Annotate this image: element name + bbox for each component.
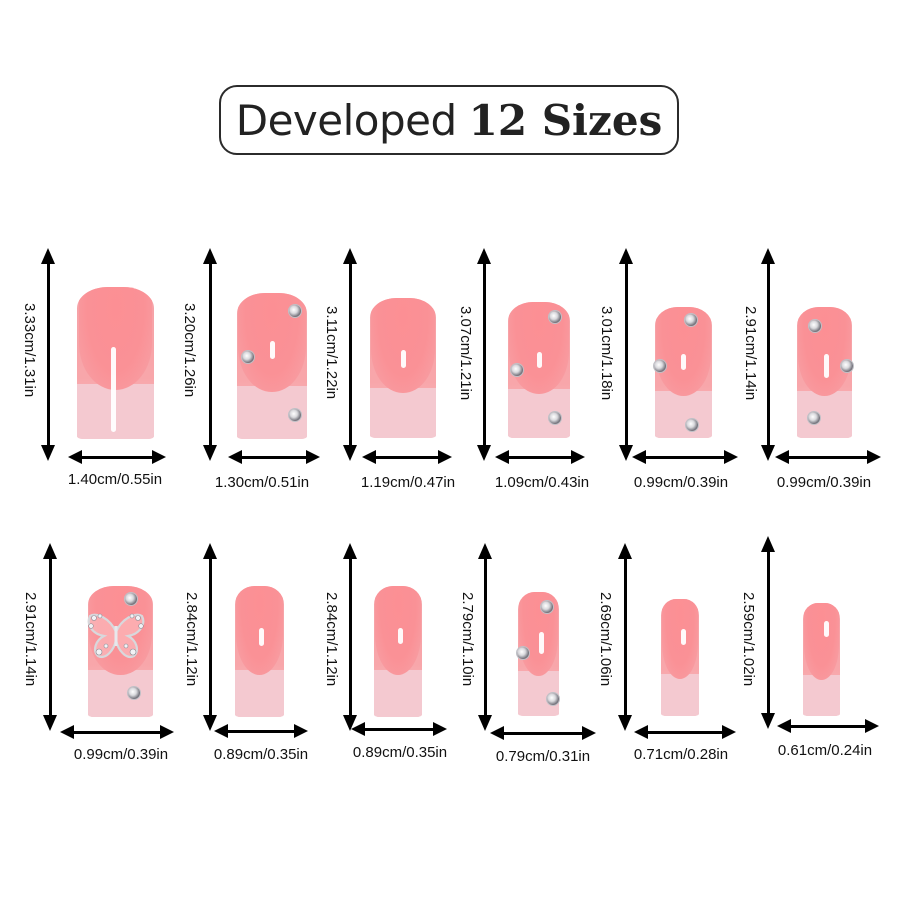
- length-arrow-icon: [203, 543, 217, 731]
- length-label: 2.91cm/1.14in: [742, 306, 759, 401]
- nail-image: [797, 307, 852, 438]
- length-label: 2.91cm/1.14in: [22, 592, 39, 687]
- width-arrow-icon: [351, 722, 447, 736]
- rhinestone-icon: [685, 314, 697, 326]
- width-arrow-icon: [214, 724, 308, 738]
- width-arrow-icon: [68, 450, 166, 464]
- length-label: 2.84cm/1.12in: [183, 592, 200, 687]
- length-label: 2.69cm/1.06in: [597, 592, 614, 687]
- length-label: 3.11cm/1.22in: [323, 306, 340, 400]
- width-label: 0.99cm/0.39in: [633, 474, 729, 491]
- title-emphasis: 12 Sizes: [468, 95, 663, 145]
- width-label: 1.19cm/0.47in: [360, 474, 456, 491]
- nail-image: [803, 603, 840, 716]
- rhinestone-icon: [289, 409, 301, 421]
- width-arrow-icon: [495, 450, 585, 464]
- nail-image: [370, 298, 436, 438]
- rhinestone-icon: [654, 360, 666, 372]
- width-label: 0.89cm/0.35in: [352, 744, 448, 761]
- width-arrow-icon: [490, 726, 596, 740]
- length-arrow-icon: [343, 543, 357, 731]
- length-arrow-icon: [761, 536, 775, 729]
- rhinestone-icon: [808, 412, 820, 424]
- width-arrow-icon: [634, 725, 736, 739]
- length-arrow-icon: [343, 248, 357, 461]
- length-label: 3.20cm/1.26in: [181, 303, 198, 398]
- width-arrow-icon: [60, 725, 174, 739]
- length-arrow-icon: [618, 543, 632, 731]
- length-label: 2.59cm/1.02in: [740, 592, 757, 687]
- rhinestone-icon: [549, 311, 561, 323]
- rhinestone-icon: [686, 419, 698, 431]
- width-arrow-icon: [632, 450, 738, 464]
- width-label: 0.79cm/0.31in: [495, 748, 591, 765]
- width-label: 0.99cm/0.39in: [73, 746, 169, 763]
- nail-image: [374, 586, 422, 717]
- length-label: 2.84cm/1.12in: [323, 592, 340, 687]
- length-arrow-icon: [761, 248, 775, 461]
- width-label: 1.30cm/0.51in: [214, 474, 310, 491]
- nail-image: [88, 586, 153, 717]
- length-label: 2.79cm/1.10in: [459, 592, 476, 687]
- width-arrow-icon: [228, 450, 320, 464]
- length-label: 3.33cm/1.31in: [21, 303, 38, 398]
- length-label: 3.07cm/1.21in: [457, 306, 474, 401]
- width-arrow-icon: [775, 450, 881, 464]
- nail-image: [77, 287, 154, 439]
- width-label: 1.40cm/0.55in: [67, 471, 163, 488]
- length-arrow-icon: [43, 543, 57, 731]
- title-banner: Developed 12 Sizes: [219, 85, 679, 155]
- rhinestone-icon: [128, 687, 140, 699]
- width-label: 0.61cm/0.24in: [777, 742, 873, 759]
- title-prefix: Developed: [235, 95, 457, 145]
- width-label: 1.09cm/0.43in: [494, 474, 590, 491]
- width-arrow-icon: [362, 450, 452, 464]
- rhinestone-icon: [517, 647, 529, 659]
- rhinestone-icon: [289, 305, 301, 317]
- rhinestone-icon: [541, 601, 553, 613]
- rhinestone-icon: [549, 412, 561, 424]
- rhinestone-icon: [242, 351, 254, 363]
- width-label: 0.89cm/0.35in: [213, 746, 309, 763]
- length-arrow-icon: [477, 248, 491, 461]
- width-label: 0.99cm/0.39in: [776, 474, 872, 491]
- butterfly-charm-icon: [87, 613, 145, 658]
- length-arrow-icon: [619, 248, 633, 461]
- rhinestone-icon: [547, 693, 559, 705]
- nail-image: [235, 586, 284, 717]
- length-arrow-icon: [478, 543, 492, 731]
- length-label: 3.01cm/1.18in: [598, 306, 615, 401]
- length-arrow-icon: [203, 248, 217, 461]
- rhinestone-icon: [809, 320, 821, 332]
- width-label: 0.71cm/0.28in: [633, 746, 729, 763]
- rhinestone-icon: [511, 364, 523, 376]
- length-arrow-icon: [41, 248, 55, 461]
- rhinestone-icon: [125, 593, 137, 605]
- nail-image: [655, 307, 712, 438]
- rhinestone-icon: [841, 360, 853, 372]
- width-arrow-icon: [777, 719, 879, 733]
- nail-image: [661, 599, 699, 716]
